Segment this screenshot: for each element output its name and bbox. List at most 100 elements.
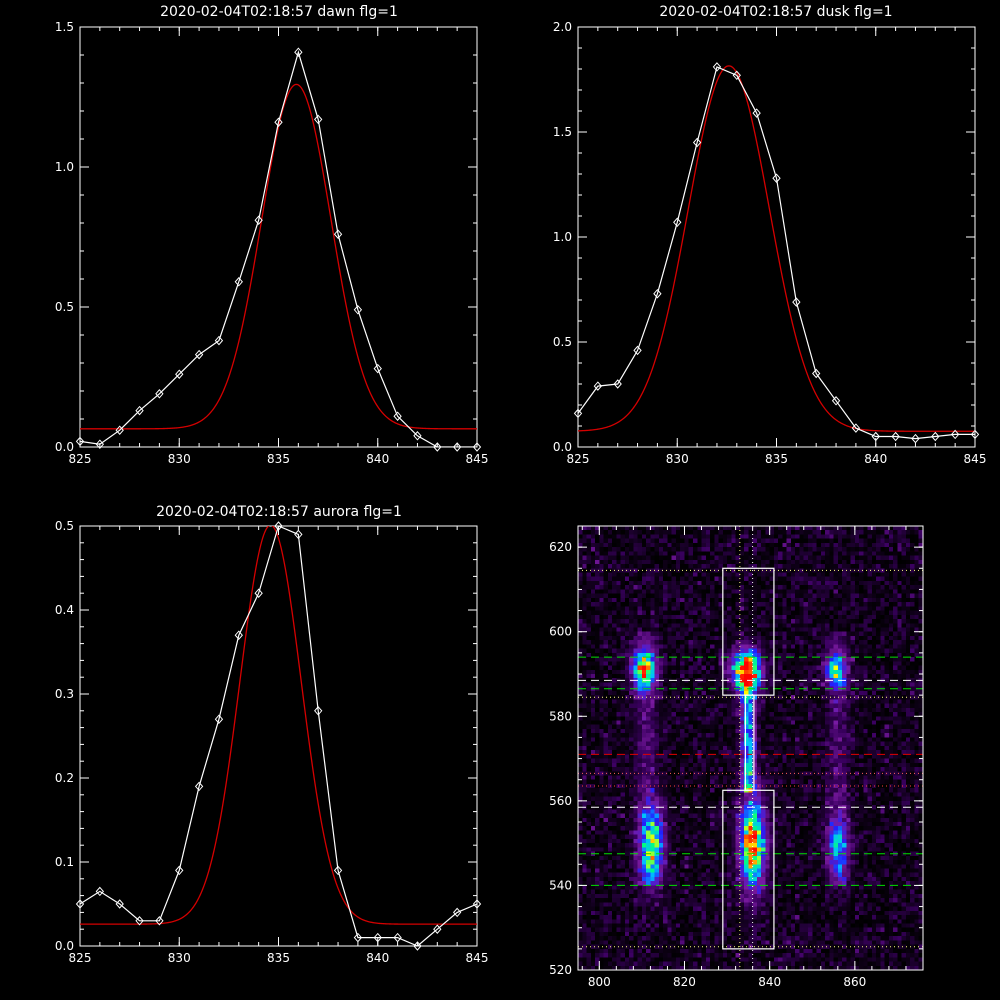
dawn-x-tick-label: 835 <box>267 452 290 466</box>
dawn-data-point <box>135 405 144 416</box>
dawn-x-tick-label: 845 <box>466 452 489 466</box>
overlay-group <box>578 526 923 970</box>
dusk-data-point <box>752 108 761 118</box>
aurora-title: 2020-02-04T02:18:57 aurora flg=1 <box>156 504 402 520</box>
aurora-data-point <box>194 781 204 792</box>
dusk-x-tick-label: 845 <box>964 452 987 466</box>
dusk-data-point <box>792 297 801 307</box>
dusk-data-point <box>970 429 980 440</box>
dusk-data-point <box>871 431 880 442</box>
dusk-y-tick-label: 2.0 <box>553 20 572 34</box>
dusk-data-point <box>673 217 682 228</box>
aurora-x-tick-label: 840 <box>366 951 389 965</box>
dusk-data-point <box>712 62 722 72</box>
aurora-x-tick-label: 825 <box>69 951 92 965</box>
dawn-data-point <box>333 229 343 239</box>
dusk-spectrum-panel: 2020-02-04T02:18:57 dusk flg=1 825 830 835… <box>553 4 987 466</box>
dawn-data-point <box>452 442 462 452</box>
dawn-plot-area: 825 830 835 840 845 0.0 0.5 1.0 1.5 <box>55 20 489 466</box>
dawn-data-point <box>95 439 105 449</box>
dawn-y-tick-label: 0.5 <box>55 300 74 314</box>
image-y-tick-label: 600 <box>549 625 572 639</box>
dawn-x-tick-label: 830 <box>168 452 191 466</box>
aurora-data-point <box>274 521 283 531</box>
heatmap-image <box>578 526 923 970</box>
aurora-data-point <box>115 899 124 909</box>
aurora-y-tick-label: 0.0 <box>55 939 74 953</box>
dusk-x-tick-label: 825 <box>567 452 590 466</box>
aurora-plot-area: 825 830 835 840 845 0.0 0.1 0.2 0.3 0.4 0.5 <box>55 519 489 965</box>
image-x-tick-label: 800 <box>588 975 611 989</box>
dusk-data-point <box>573 408 583 419</box>
image-y-tick-label: 520 <box>549 963 572 977</box>
image-y-tick-label: 620 <box>549 540 572 554</box>
image-x-tick-label: 840 <box>758 975 781 989</box>
dawn-data-point <box>214 335 224 346</box>
dawn-x-tick-label: 840 <box>366 452 389 466</box>
dusk-data-point <box>891 431 900 442</box>
aurora-y-tick-label: 0.1 <box>55 855 74 869</box>
dawn-y-tick-label: 1.5 <box>55 20 74 34</box>
aurora-data-point <box>314 706 323 716</box>
dusk-data-point <box>931 431 940 442</box>
region-box <box>744 694 755 791</box>
dusk-x-tick-label: 835 <box>765 452 788 466</box>
dusk-data-point <box>732 70 741 81</box>
aurora-x-tick-label: 830 <box>168 951 191 965</box>
dawn-axes-frame <box>79 26 478 448</box>
dawn-data-point <box>155 389 164 399</box>
dusk-x-tick-label: 830 <box>666 452 689 466</box>
dawn-data-point <box>234 277 243 287</box>
aurora-x-tick-label: 835 <box>267 951 290 965</box>
aurora-fit-curve <box>80 526 477 925</box>
aurora-y-tick-label: 0.3 <box>55 687 74 701</box>
aurora-y-tick-label: 0.2 <box>55 771 74 785</box>
dusk-data-point <box>692 137 702 148</box>
dusk-data-point <box>950 429 960 440</box>
dusk-y-tick-label: 0.0 <box>553 440 572 454</box>
dusk-data-point <box>613 379 622 389</box>
dawn-y-tick-label: 1.0 <box>55 160 74 174</box>
image-y-tick-label: 580 <box>549 709 572 723</box>
dusk-data-point <box>772 173 781 183</box>
aurora-x-tick-label: 845 <box>466 951 489 965</box>
dawn-data-point <box>175 369 184 379</box>
dusk-y-tick-label: 1.0 <box>553 230 572 244</box>
aurora-data-line <box>80 526 477 946</box>
aurora-data-point <box>95 886 105 897</box>
dusk-data-point <box>653 288 662 299</box>
aurora-spectrum-panel: 2020-02-04T02:18:57 aurora flg=1 825 830 8… <box>55 504 489 965</box>
aurora-data-point <box>452 907 462 918</box>
dawn-data-point <box>373 363 382 374</box>
dawn-x-tick-label: 825 <box>69 452 92 466</box>
dawn-fit-curve <box>80 83 477 430</box>
dawn-spectrum-panel: 2020-02-04T02:18:57 dawn flg=1 825 830 835… <box>55 4 489 466</box>
aurora-y-tick-label: 0.5 <box>55 519 74 533</box>
dawn-title: 2020-02-04T02:18:57 dawn flg=1 <box>160 4 398 20</box>
dusk-axes-frame <box>577 26 976 448</box>
dusk-fit-curve <box>578 65 975 432</box>
dawn-data-point <box>314 114 323 125</box>
spectral-image-panel: 800 820 840 860 520 540 560 580 600 620 <box>549 525 924 989</box>
dawn-data-point <box>472 442 482 452</box>
aurora-data-point <box>353 932 363 943</box>
dawn-data-point <box>274 117 283 127</box>
image-plot-area: 800 820 840 860 520 540 560 580 600 620 <box>549 525 924 989</box>
aurora-data-point <box>393 932 402 943</box>
image-y-tick-label: 560 <box>549 794 572 808</box>
dusk-data-point <box>851 423 861 433</box>
aurora-data-point <box>254 588 263 598</box>
image-y-tick-label: 540 <box>549 878 572 892</box>
dawn-data-point <box>194 349 204 360</box>
dawn-data-line <box>80 50 477 447</box>
aurora-series-group <box>80 526 477 946</box>
aurora-data-point <box>413 941 422 951</box>
dawn-data-point <box>413 431 422 441</box>
image-axes-frame <box>577 525 924 971</box>
aurora-data-point <box>155 916 164 926</box>
dusk-y-tick-label: 0.5 <box>553 335 572 349</box>
dusk-series-group <box>578 65 975 440</box>
image-x-tick-label: 820 <box>673 975 696 989</box>
dusk-data-point <box>812 368 821 379</box>
